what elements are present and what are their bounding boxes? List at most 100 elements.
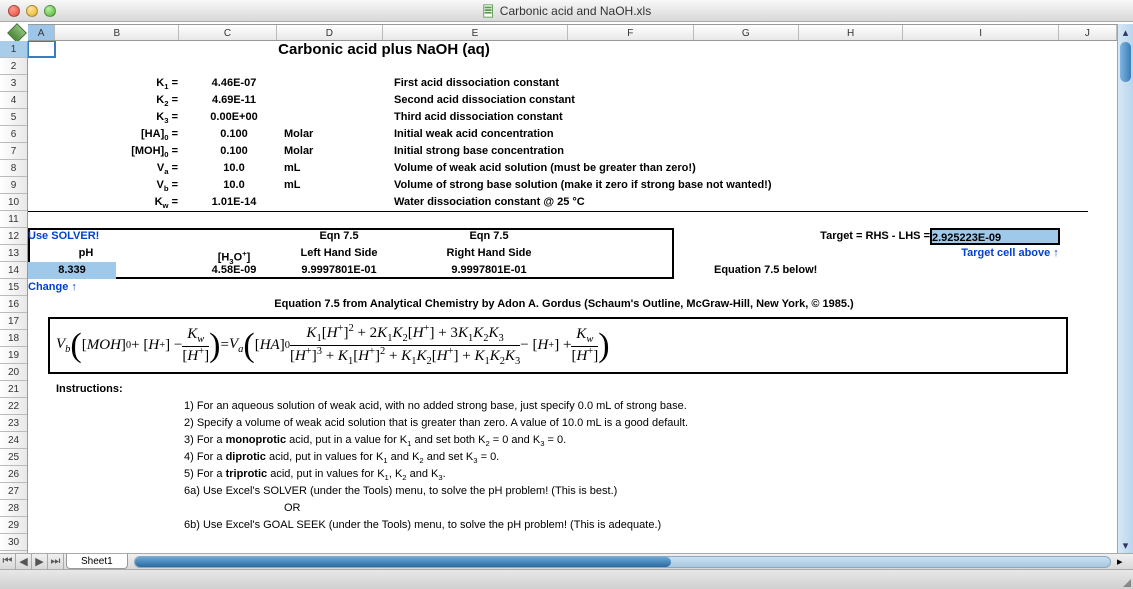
- prev-sheet-button[interactable]: ◀: [16, 554, 32, 570]
- select-all-button[interactable]: [7, 23, 27, 43]
- row-header-6[interactable]: 6: [0, 126, 27, 143]
- cell[interactable]: Molar: [284, 143, 394, 160]
- cell[interactable]: 4.58E-09: [184, 262, 284, 279]
- cell[interactable]: mL: [284, 177, 394, 194]
- cell[interactable]: Volume of weak acid solution (must be gr…: [394, 160, 1094, 177]
- column-header-G[interactable]: G: [694, 25, 799, 40]
- cell[interactable]: Molar: [284, 126, 394, 143]
- row-header-23[interactable]: 23: [0, 415, 27, 432]
- next-sheet-button[interactable]: ▶: [32, 554, 48, 570]
- cell[interactable]: Right Hand Side: [394, 245, 584, 262]
- cell[interactable]: Target = RHS - LHS =: [714, 228, 930, 245]
- row-header-17[interactable]: 17: [0, 313, 27, 330]
- cell[interactable]: 3) For a monoprotic acid, put in a value…: [184, 432, 1084, 449]
- vertical-scroll-thumb[interactable]: [1120, 42, 1131, 82]
- row-header-22[interactable]: 22: [0, 398, 27, 415]
- cell[interactable]: Carbonic acid plus NaOH (aq): [184, 41, 584, 58]
- sheet-tab[interactable]: Sheet1: [66, 554, 128, 569]
- cell[interactable]: mL: [284, 160, 394, 177]
- row-header-1[interactable]: 1: [0, 41, 27, 58]
- scroll-right-arrow[interactable]: ▸: [1117, 555, 1133, 568]
- cell[interactable]: 10.0: [184, 177, 284, 194]
- cell[interactable]: 1) For an aqueous solution of weak acid,…: [184, 398, 1084, 415]
- resize-handle[interactable]: [1119, 575, 1131, 587]
- cell[interactable]: Instructions:: [56, 381, 256, 398]
- cell[interactable]: 0.100: [184, 126, 284, 143]
- row-header-29[interactable]: 29: [0, 517, 27, 534]
- cell[interactable]: 0.00E+00: [184, 109, 284, 126]
- cell[interactable]: 10.0: [184, 160, 284, 177]
- row-header-27[interactable]: 27: [0, 483, 27, 500]
- cell[interactable]: 2.925223E-09: [930, 228, 1060, 245]
- row-header-15[interactable]: 15: [0, 279, 27, 296]
- row-header-7[interactable]: 7: [0, 143, 27, 160]
- cell[interactable]: Kw =: [56, 194, 178, 211]
- cell[interactable]: Equation 7.5 below!: [714, 262, 914, 279]
- row-header-26[interactable]: 26: [0, 466, 27, 483]
- row-header-11[interactable]: 11: [0, 211, 27, 228]
- cell[interactable]: 6a) Use Excel's SOLVER (under the Tools)…: [184, 483, 1084, 500]
- cell[interactable]: 4.46E-07: [184, 75, 284, 92]
- cell[interactable]: K1 =: [56, 75, 178, 92]
- column-header-E[interactable]: E: [383, 25, 567, 40]
- row-header-28[interactable]: 28: [0, 500, 27, 517]
- row-header-10[interactable]: 10: [0, 194, 27, 211]
- cell[interactable]: Third acid dissociation constant: [394, 109, 1094, 126]
- cell[interactable]: 4.69E-11: [184, 92, 284, 109]
- row-header-20[interactable]: 20: [0, 364, 27, 381]
- cell[interactable]: Use SOLVER!: [28, 228, 178, 245]
- cell[interactable]: Volume of strong base solution (make it …: [394, 177, 1094, 194]
- scroll-up-arrow[interactable]: ▴: [1118, 24, 1133, 40]
- cell[interactable]: First acid dissociation constant: [394, 75, 1094, 92]
- row-header-21[interactable]: 21: [0, 381, 27, 398]
- row-header-19[interactable]: 19: [0, 347, 27, 364]
- row-header-30[interactable]: 30: [0, 534, 27, 551]
- row-header-16[interactable]: 16: [0, 296, 27, 313]
- row-header-18[interactable]: 18: [0, 330, 27, 347]
- cell[interactable]: K3 =: [56, 109, 178, 126]
- cell[interactable]: Vb =: [56, 177, 178, 194]
- cell[interactable]: 2) Specify a volume of weak acid solutio…: [184, 415, 1084, 432]
- cell[interactable]: Left Hand Side: [284, 245, 394, 262]
- cell[interactable]: Eqn 7.5: [394, 228, 584, 245]
- cell[interactable]: 9.9997801E-01: [394, 262, 584, 279]
- cell[interactable]: Second acid dissociation constant: [394, 92, 1094, 109]
- cell[interactable]: Water dissociation constant @ 25 °C: [394, 194, 1094, 211]
- cell[interactable]: K2 =: [56, 92, 178, 109]
- cell[interactable]: [HA]0 =: [56, 126, 178, 143]
- cell[interactable]: Equation 7.5 from Analytical Chemistry b…: [184, 296, 944, 313]
- cell[interactable]: 9.9997801E-01: [284, 262, 394, 279]
- cell[interactable]: Initial weak acid concentration: [394, 126, 1094, 143]
- row-header-25[interactable]: 25: [0, 449, 27, 466]
- last-sheet-button[interactable]: ⏭: [48, 554, 64, 570]
- horizontal-scrollbar[interactable]: [134, 556, 1111, 568]
- row-header-5[interactable]: 5: [0, 109, 27, 126]
- first-sheet-button[interactable]: ⏮: [0, 554, 16, 570]
- cell[interactable]: [H3O+]: [184, 245, 284, 262]
- cell[interactable]: Eqn 7.5: [284, 228, 394, 245]
- row-header-14[interactable]: 14: [0, 262, 27, 279]
- cell[interactable]: Initial strong base concentration: [394, 143, 1094, 160]
- row-header-9[interactable]: 9: [0, 177, 27, 194]
- cell[interactable]: 1.01E-14: [184, 194, 284, 211]
- cell[interactable]: Va =: [56, 160, 178, 177]
- column-header-J[interactable]: J: [1059, 25, 1117, 40]
- cell[interactable]: 4) For a diprotic acid, put in values fo…: [184, 449, 1084, 466]
- cell[interactable]: 5) For a triprotic acid, put in values f…: [184, 466, 1084, 483]
- cell[interactable]: OR: [284, 500, 344, 517]
- cell[interactable]: [28, 381, 56, 398]
- column-header-H[interactable]: H: [799, 25, 904, 40]
- row-header-4[interactable]: 4: [0, 92, 27, 109]
- column-header-D[interactable]: D: [277, 25, 384, 40]
- cell[interactable]: 8.339: [28, 262, 116, 279]
- horizontal-scroll-thumb[interactable]: [135, 557, 671, 567]
- cell[interactable]: [MOH]0 =: [56, 143, 178, 160]
- column-header-A[interactable]: A: [28, 25, 55, 40]
- scroll-down-arrow[interactable]: ▾: [1118, 537, 1133, 553]
- cell[interactable]: 6b) Use Excel's GOAL SEEK (under the Too…: [184, 517, 1084, 534]
- row-header-3[interactable]: 3: [0, 75, 27, 92]
- row-header-24[interactable]: 24: [0, 432, 27, 449]
- column-header-I[interactable]: I: [903, 25, 1058, 40]
- cell[interactable]: Target cell above ↑: [930, 245, 1090, 262]
- row-header-2[interactable]: 2: [0, 58, 27, 75]
